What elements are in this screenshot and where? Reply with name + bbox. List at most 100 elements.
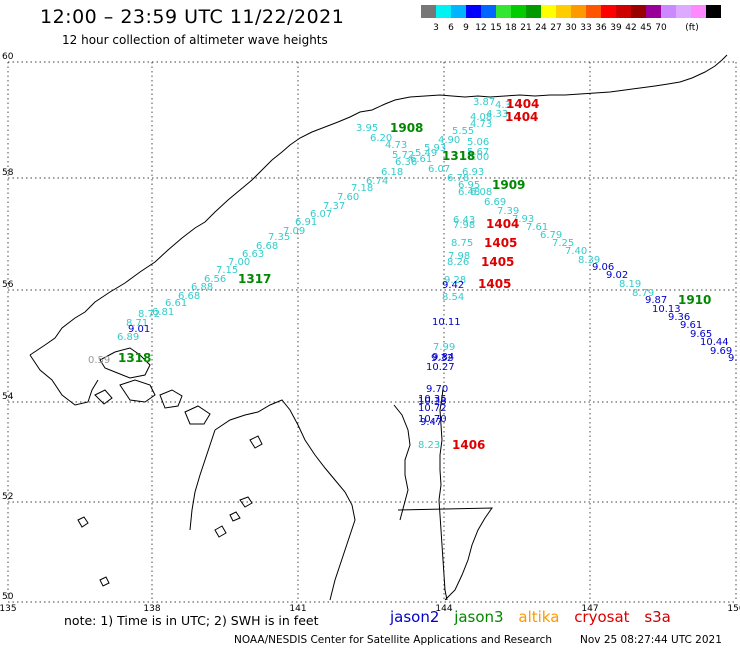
wave-height-value: 6.08 [470, 187, 492, 198]
footer-note: note: 1) Time is in UTC; 2) SWH is in fe… [64, 613, 319, 628]
track-time-label: 1404 [505, 110, 538, 124]
legend-cryosat: cryosat [574, 608, 630, 626]
scale-tick-label: 18 [505, 23, 517, 33]
scale-swatch [466, 5, 481, 18]
latitude-tick-label: 54 [2, 392, 14, 402]
wave-height-value: 6.68 [256, 241, 278, 252]
latitude-tick-label: 50 [2, 592, 14, 602]
wave-height-value: 10.35 [418, 394, 447, 405]
legend-jason2: jason2 [390, 608, 440, 626]
wave-height-value: 8.26 [447, 257, 469, 268]
wave-height-value: 9.61 [680, 320, 702, 331]
scale-swatch [631, 5, 646, 18]
wave-height-value: 6.48 [458, 187, 480, 198]
scale-swatch [571, 5, 586, 18]
wave-height-value: 6.89 [117, 332, 139, 343]
wave-height-value: 7.98 [453, 220, 475, 231]
track-time-label: 1404 [486, 217, 519, 231]
wave-height-value: 7.37 [323, 201, 345, 212]
track-time-label: 1405 [478, 277, 511, 291]
wave-height-value: 6.88 [191, 282, 213, 293]
wave-height-value: 8.54 [442, 292, 464, 303]
wave-height-value: 6.00 [467, 152, 489, 163]
wave-height-value: 9.01 [128, 324, 150, 335]
wave-height-value: 4.73 [385, 140, 407, 151]
wave-height-value: 6.07 [428, 164, 450, 175]
wave-height-value: 5.93 [424, 143, 446, 154]
wave-height-value: 10.13 [652, 304, 681, 315]
scale-swatch [586, 5, 601, 18]
wave-height-value: 8.39 [578, 255, 600, 266]
wave-height-value: 9.65 [690, 329, 712, 340]
wave-height-value: 8.72 [138, 309, 160, 320]
wave-height-value: 9. [728, 353, 738, 364]
scale-unit: (ft) [685, 23, 699, 33]
wave-height-value: 3.87 [473, 97, 495, 108]
scale-swatch [706, 5, 721, 18]
wave-height-value: 7.61 [526, 222, 548, 233]
wave-height-value: 6.69 [484, 197, 506, 208]
wave-height-value: 7.18 [351, 183, 373, 194]
legend-jason3: jason3 [454, 608, 504, 626]
wave-height-value: 7.00 [228, 257, 250, 268]
wave-height-value: 9.42 [442, 280, 464, 291]
latitude-tick-label: 60 [2, 52, 14, 62]
wave-height-value: 5.67 [467, 147, 489, 158]
wave-height-value: 6.20 [370, 133, 392, 144]
scale-swatch [556, 5, 571, 18]
wave-height-value: 6.61 [410, 154, 432, 165]
wave-height-value: 4.3 [495, 100, 511, 111]
scale-swatch [526, 5, 541, 18]
scale-tick-label: 70 [655, 23, 667, 33]
scale-tick-label: 39 [610, 23, 622, 33]
longitude-tick-label: 147 [581, 604, 598, 614]
wave-height-value: 0.59 [88, 355, 110, 366]
wave-height-value: 5.55 [452, 126, 474, 137]
wave-height-value: 7.98 [448, 251, 470, 262]
wave-height-value: 6.07 [310, 209, 332, 220]
latitude-tick-label: 56 [2, 280, 14, 290]
wave-height-value: 3.95 [356, 123, 378, 134]
wave-height-value: 10.72 [418, 403, 447, 414]
wave-height-value: 10.27 [426, 362, 455, 373]
scale-tick-label: 27 [550, 23, 562, 33]
wave-height-value: 7.35 [268, 232, 290, 243]
coastline [29, 54, 728, 601]
latitude-tick-label: 52 [2, 492, 13, 502]
scale-swatch [541, 5, 556, 18]
scale-swatch [601, 5, 616, 18]
wave-height-value: 5.49 [415, 148, 437, 159]
map-grid: 60 58 56 54 52 50 135 138 141 144 147 150 [0, 52, 740, 614]
scale-tick-label: 21 [520, 23, 532, 33]
chart-title: 12:00 – 23:59 UTC 11/22/2021 [40, 6, 345, 28]
longitude-tick-label: 135 [0, 604, 17, 614]
wave-height-value: 7.39 [497, 206, 519, 217]
track-time-label: 1404 [506, 97, 539, 111]
legend-s3a: s3a [644, 608, 671, 626]
wave-height-value: 4.90 [438, 135, 460, 146]
scale-tick-label: 42 [625, 23, 637, 33]
scale-tick-label: 12 [475, 23, 487, 33]
scale-swatch [676, 5, 691, 18]
wave-height-value: 6.74 [366, 176, 388, 187]
wave-height-value: 6.68 [178, 291, 200, 302]
wave-height-value: 8.79 [632, 288, 654, 299]
longitude-tick-label: 138 [143, 604, 160, 614]
satellite-legend: jason2 jason3 altika cryosat s3a [390, 608, 681, 626]
wave-height-value: 8.19 [619, 279, 641, 290]
wave-height-value: 6.43 [453, 215, 475, 226]
wave-height-value: 9.47 [420, 417, 442, 428]
wave-height-value: 4.73 [470, 119, 492, 130]
wave-height-value: 9.32 [431, 353, 453, 364]
credit-line: NOAA/NESDIS Center for Satellite Applica… [234, 634, 552, 646]
wave-height-value: 7.60 [337, 192, 359, 203]
wave-height-value: 6.36 [395, 157, 417, 168]
scale-tick-label: 30 [565, 23, 577, 33]
wave-height-value: 9.06 [592, 262, 614, 273]
wave-height-value: 6.56 [204, 274, 226, 285]
wave-height-value: 6.81 [152, 307, 174, 318]
wave-height-value: 9.69 [710, 346, 732, 357]
wave-height-value: 9.70 [426, 384, 448, 395]
wave-height-value: 7.09 [283, 226, 305, 237]
scale-swatch [496, 5, 511, 18]
